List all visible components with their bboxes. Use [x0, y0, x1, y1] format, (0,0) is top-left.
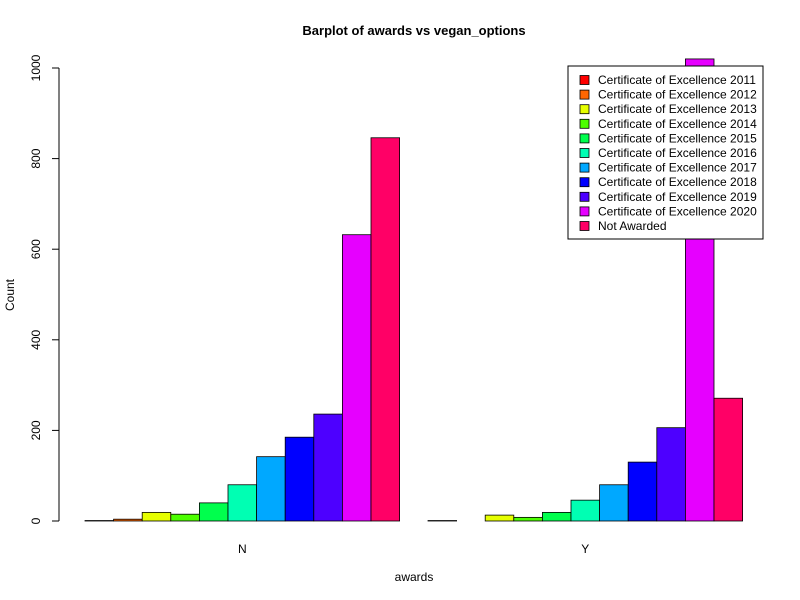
y-axis: 0 200 400 600 800 1000: [29, 54, 60, 524]
y-tick-label-4: 800: [29, 148, 43, 168]
bar-N-2: [141, 511, 172, 522]
chart-title: Barplot of awards vs vegan_options: [302, 23, 525, 38]
bar-N-10: [370, 137, 401, 522]
x-tick-label-Y: Y: [581, 542, 589, 556]
x-axis-label: awards: [395, 570, 434, 584]
legend-label-10: Not Awarded: [598, 219, 667, 233]
legend-label-7: Certificate of Excellence 2018: [598, 175, 757, 189]
bar-Y-5: [570, 499, 601, 522]
legend-swatch-5: [579, 148, 590, 158]
bar-N-1: [113, 518, 143, 522]
legend-label-3: Certificate of Excellence 2014: [598, 117, 757, 131]
legend-swatch-3: [579, 118, 590, 129]
legend-label-9: Certificate of Excellence 2020: [598, 204, 757, 218]
legend-label-2: Certificate of Excellence 2013: [598, 102, 757, 116]
legend-swatch-7: [579, 177, 590, 188]
y-tick-label-2: 400: [29, 329, 43, 349]
y-tick-label-1: 200: [29, 420, 43, 440]
y-tick-label-0: 0: [29, 517, 43, 524]
y-axis-label: Count: [3, 278, 17, 311]
legend-label-0: Certificate of Excellence 2011: [598, 73, 756, 87]
bar-Y-4: [542, 511, 572, 522]
legend-swatch-10: [579, 221, 590, 231]
legend: Certificate of Excellence 2011Certificat…: [567, 65, 764, 240]
bar-N-7: [284, 436, 315, 522]
x-tick-label-N: N: [238, 542, 247, 556]
legend-label-6: Certificate of Excellence 2017: [598, 161, 757, 175]
bar-N-3: [170, 513, 200, 522]
bar-Y-8: [656, 427, 686, 522]
legend-label-5: Certificate of Excellence 2016: [598, 146, 757, 160]
legend-swatch-1: [579, 89, 590, 100]
legend-box: [567, 65, 764, 240]
legend-swatch-9: [579, 206, 590, 217]
bar-Y-7: [627, 461, 658, 522]
y-tick-label-3: 600: [29, 239, 43, 259]
bar-Y-10: [713, 397, 744, 522]
bar-Y-3: [513, 516, 543, 522]
bar-N-5: [227, 484, 258, 522]
legend-label-4: Certificate of Excellence 2015: [598, 131, 757, 145]
y-tick-label-5: 1000: [29, 54, 43, 81]
legend-swatch-4: [579, 133, 590, 144]
legend-label-8: Certificate of Excellence 2019: [598, 190, 757, 204]
legend-swatch-8: [579, 191, 590, 202]
legend-swatch-2: [579, 104, 590, 115]
bar-Y-2: [484, 514, 515, 522]
bar-N-8: [313, 413, 343, 522]
legend-label-1: Certificate of Excellence 2012: [598, 88, 757, 102]
bar-N-9: [341, 234, 372, 522]
bar-Y-6: [599, 484, 629, 522]
bars-group: [84, 58, 744, 522]
bar-N-4: [198, 502, 229, 522]
bar-N-6: [256, 456, 286, 522]
legend-swatch-0: [579, 75, 590, 85]
legend-swatch-6: [579, 162, 590, 173]
